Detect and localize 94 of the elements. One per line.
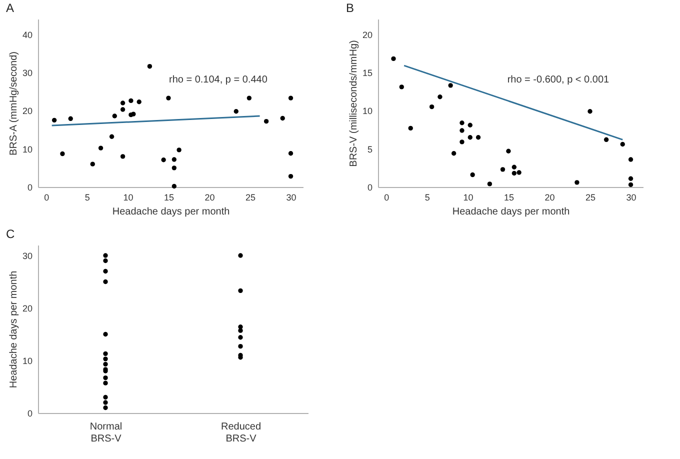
point [161, 158, 166, 162]
point [172, 184, 177, 189]
x-tick-label: 5 [424, 192, 430, 202]
y-tick-label: 0 [367, 182, 372, 192]
point [166, 96, 171, 100]
x-tick-label: 10 [463, 192, 474, 202]
y-tick-label: 10 [22, 356, 32, 366]
chart-title: A [6, 1, 14, 15]
point [506, 148, 511, 154]
point [120, 154, 126, 159]
point [628, 176, 634, 181]
point [460, 140, 464, 144]
point [516, 170, 522, 175]
point [246, 96, 252, 100]
y-tick-label: 20 [22, 106, 32, 116]
x-axis-title: Headache days per month [452, 206, 570, 218]
point [172, 166, 177, 170]
chart-title: C [6, 227, 15, 241]
point [468, 122, 472, 128]
x-tick-label: 20 [204, 192, 215, 202]
point [60, 151, 65, 156]
point [399, 84, 404, 90]
x-tick-label: 10 [123, 192, 134, 202]
x-tick-label: 20 [544, 192, 555, 202]
point [512, 164, 517, 170]
point [112, 114, 117, 118]
point [280, 116, 285, 121]
y-tick-label: 0 [27, 408, 32, 418]
annotation: rho = 0.104, p = 0.440 [168, 74, 268, 86]
point [500, 167, 506, 172]
y-axis-title: BRS-A (mmHg/second) [8, 52, 20, 156]
chart-title: B [346, 1, 354, 15]
y-tick-label: 10 [22, 144, 32, 154]
point [172, 157, 177, 162]
x-tick-label: 15 [504, 192, 514, 202]
point [460, 120, 464, 126]
y-tick-label: 10 [362, 106, 372, 116]
x-tick-label: 25 [245, 192, 256, 202]
point [487, 182, 492, 186]
point [574, 180, 580, 185]
annotation: rho = -0.600, p < 0.001 [507, 74, 610, 86]
x-tick-label: 0 [384, 192, 390, 202]
point [128, 98, 134, 104]
point [288, 174, 294, 179]
point [147, 64, 152, 69]
x-tick-label: 0 [44, 192, 50, 202]
y-tick-label: 15 [362, 68, 372, 78]
point [176, 148, 182, 152]
point [604, 137, 609, 142]
y-tick-label: 20 [22, 304, 32, 314]
x-tick-label: 25 [585, 192, 596, 202]
point [460, 128, 464, 133]
point [109, 134, 114, 139]
point [120, 107, 126, 112]
y-tick-label: 30 [22, 251, 32, 261]
point [468, 135, 472, 140]
point [429, 104, 434, 110]
y-axis-title: Headache days per month [8, 270, 20, 388]
point [288, 96, 294, 100]
x-tick-label: Reduced BRS-V [220, 422, 262, 444]
point [98, 146, 104, 150]
point [120, 100, 126, 106]
point [512, 170, 517, 176]
point [628, 182, 634, 188]
point [438, 94, 442, 100]
point [90, 162, 95, 166]
point [408, 126, 413, 131]
y-axis-title: BRS-V (milliseconds/mmHg) [348, 40, 360, 167]
x-tick-label: 30 [626, 192, 636, 202]
y-tick-label: 20 [362, 30, 372, 40]
x-tick-label: 5 [84, 192, 90, 202]
point [451, 151, 456, 156]
y-tick-label: 0 [27, 182, 32, 192]
point [391, 56, 396, 62]
y-tick-label: 30 [22, 68, 32, 78]
point [448, 83, 453, 88]
x-tick-label: Normal BRS-V [90, 422, 122, 444]
x-axis-title: Headache days per month [112, 206, 230, 218]
point [52, 118, 57, 123]
point [476, 135, 481, 140]
point [131, 112, 136, 116]
point [628, 157, 634, 162]
x-tick-label: 15 [164, 192, 174, 202]
point [588, 109, 592, 114]
point [234, 109, 238, 114]
point [68, 116, 73, 121]
y-tick-label: 5 [367, 144, 372, 154]
point [264, 118, 269, 124]
point [620, 142, 625, 147]
point [470, 172, 475, 178]
point [288, 151, 294, 156]
point [136, 100, 142, 104]
x-tick-label: 30 [286, 192, 296, 202]
y-tick-label: 40 [22, 30, 32, 40]
